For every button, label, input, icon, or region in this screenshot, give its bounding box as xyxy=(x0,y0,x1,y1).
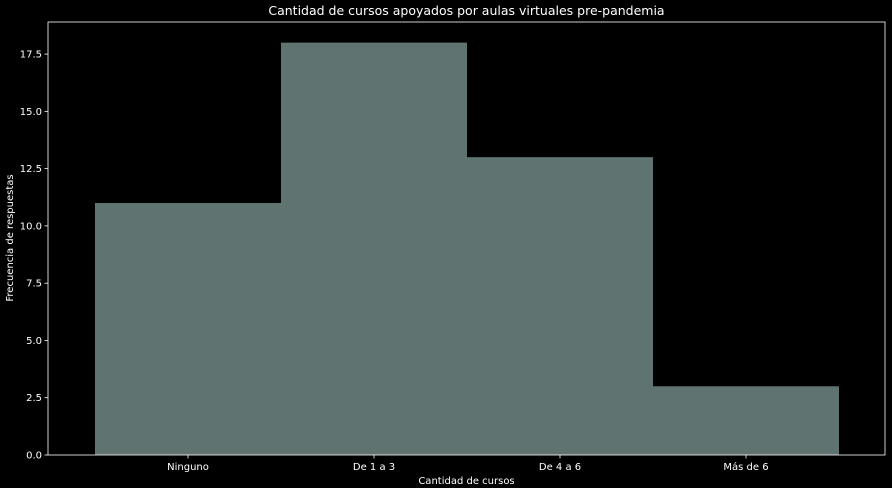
y-tick-label: 7.5 xyxy=(26,279,42,290)
plot-frame xyxy=(47,21,886,456)
y-tick-label: 2.5 xyxy=(26,393,42,404)
bar-de-1-a-3 xyxy=(281,42,467,455)
bar-ninguno xyxy=(95,202,281,455)
y-tick-label: 10.0 xyxy=(20,221,42,232)
x-tick-label: Ninguno xyxy=(167,462,209,473)
x-tick-label: De 4 a 6 xyxy=(539,462,581,473)
y-tick-label: 0.0 xyxy=(26,451,42,462)
x-tick-label: De 1 a 3 xyxy=(353,462,395,473)
y-axis-label: Frecuencia de respuestas xyxy=(5,174,16,301)
bar-de-4-a-6 xyxy=(467,157,653,455)
axes-group: 0.0 2.5 5.0 7.5 10.0 12.5 15.0 17.5 Ninguno De 1 … xyxy=(20,21,886,473)
chart-title: Cantidad de cursos apoyados por aulas vi… xyxy=(268,3,664,18)
bar-m-s-de-6 xyxy=(653,386,839,455)
y-tick-label: 17.5 xyxy=(20,50,42,61)
x-axis-label: Cantidad de cursos xyxy=(418,476,514,487)
y-tick-label: 12.5 xyxy=(20,164,42,175)
bars-group xyxy=(95,42,839,455)
y-tick-label: 5.0 xyxy=(26,336,42,347)
x-tick-label: Más de 6 xyxy=(723,461,768,473)
y-tick-label: 15.0 xyxy=(20,107,42,118)
